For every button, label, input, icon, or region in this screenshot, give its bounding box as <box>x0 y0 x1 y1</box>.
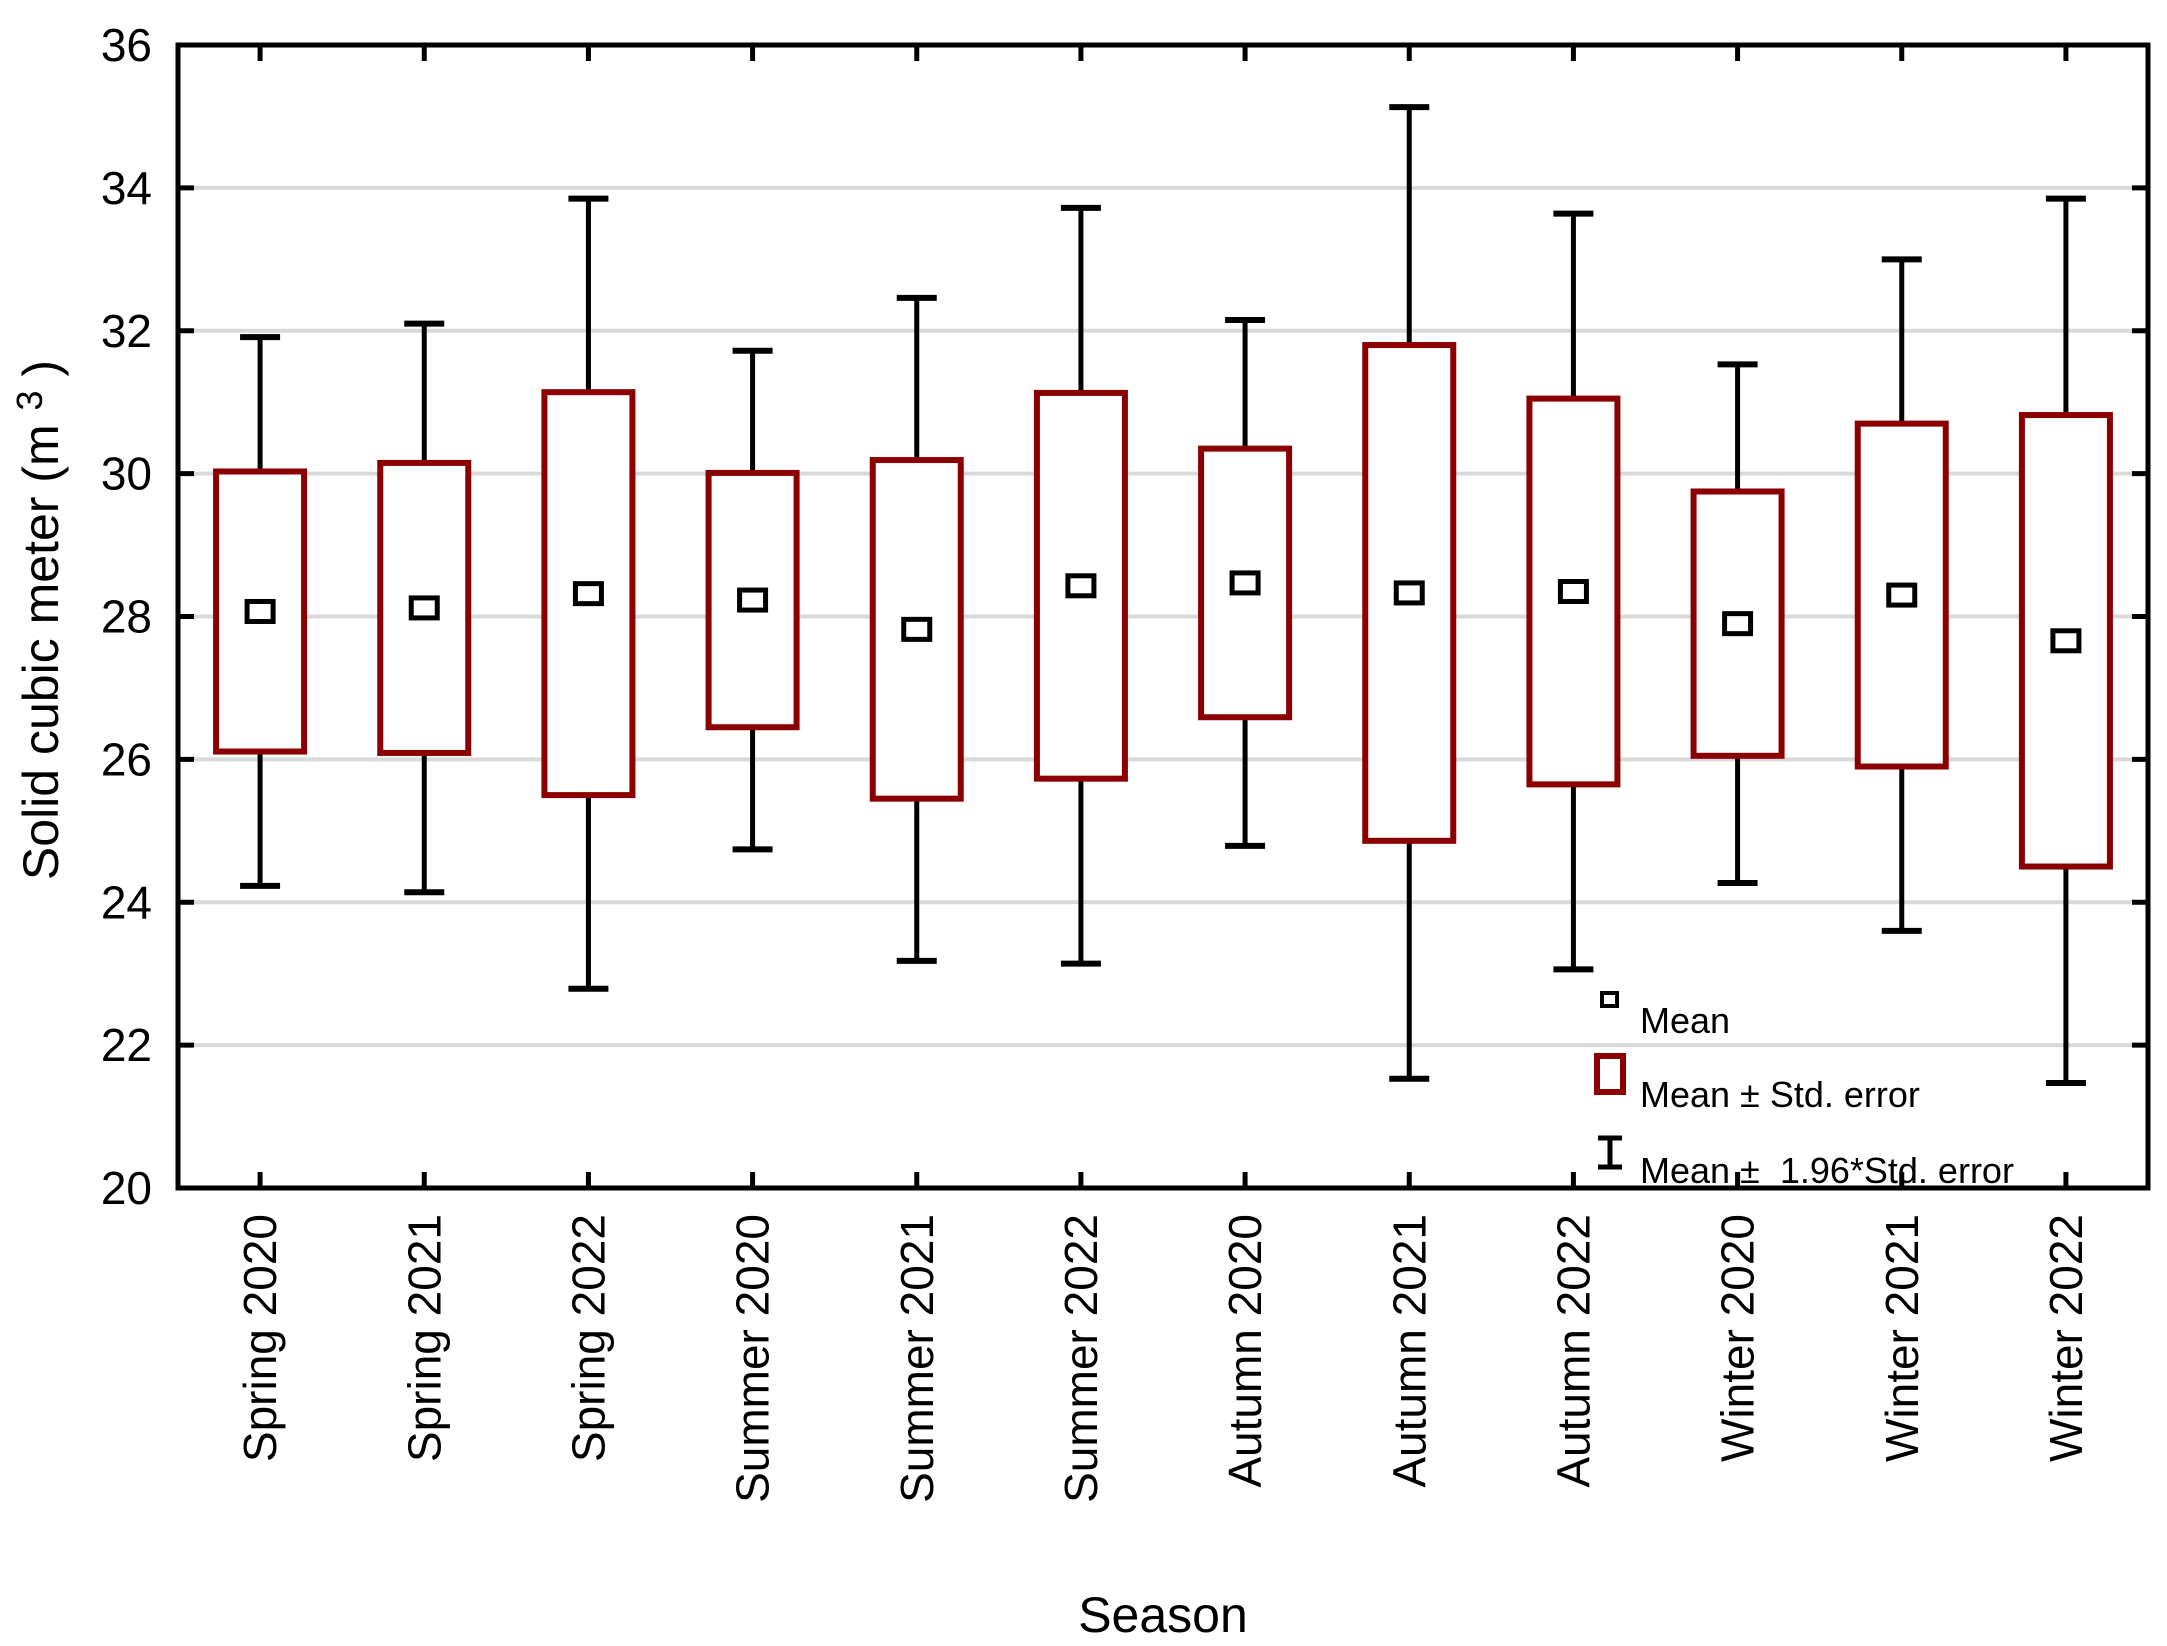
x-tick-label-summer-2021: Summer 2021 <box>891 1214 943 1503</box>
y-axis-title: Solid cubic meter (m 3 ) <box>0 360 69 880</box>
y-tick-label-30: 30 <box>101 448 152 500</box>
legend-std-error-label: Mean ± Std. error <box>1640 1074 1920 1115</box>
y-axis-title-superscript: 3 <box>9 390 50 410</box>
x-tick-label-summer-2020: Summer 2020 <box>727 1214 779 1503</box>
legend-1-96-std-error-label: Mean ± 1.96*Std. error <box>1640 1150 2014 1191</box>
plot-border <box>175 42 2151 1191</box>
y-axis-title-close-paren: ) <box>13 360 69 377</box>
mean-marker <box>2050 628 2082 654</box>
mean-marker <box>1722 611 1754 637</box>
mean-marker <box>572 581 604 607</box>
y-tick-label-34: 34 <box>101 162 152 214</box>
box-group-winter-2022 <box>2018 195 2113 1086</box>
y-tick-label-28: 28 <box>101 591 152 643</box>
box-group-summer-2021 <box>869 294 964 964</box>
mean-marker <box>737 587 769 613</box>
tick-labels: 20 22 24 26 28 30 32 34 36 Spring 2020 Spring 2021… <box>101 19 2092 1503</box>
x-tick-label-autumn-2020: Autumn 2020 <box>1219 1214 1271 1488</box>
mean-marker <box>244 598 276 624</box>
box-group-spring-2020 <box>213 334 308 889</box>
mean-marker <box>408 595 440 621</box>
mean-marker <box>1229 570 1261 596</box>
box-group-winter-2020 <box>1690 361 1785 886</box>
x-tick-label-summer-2022: Summer 2022 <box>1055 1214 1107 1503</box>
x-tick-label-spring-2020: Spring 2020 <box>234 1214 286 1462</box>
x-tick-label-winter-2020: Winter 2020 <box>1712 1214 1764 1462</box>
y-axis-title-text: Solid cubic meter (m <box>13 424 69 880</box>
legend: Mean Mean ± Std. error Mean ± 1.96*Std. … <box>1594 991 2014 1191</box>
std-error-box <box>869 457 964 802</box>
box-group-spring-2022 <box>541 195 636 992</box>
mean-marker <box>1393 580 1425 606</box>
box-whisker-series <box>213 104 2113 1086</box>
mean-marker <box>1065 573 1097 599</box>
box-group-winter-2021 <box>1854 256 1949 934</box>
box-group-summer-2020 <box>705 347 800 853</box>
box-group-spring-2021 <box>377 320 472 896</box>
x-tick-label-spring-2022: Spring 2022 <box>563 1214 615 1462</box>
legend-mean-marker-icon <box>1600 991 1619 1008</box>
box-group-autumn-2022 <box>1526 210 1621 973</box>
x-tick-label-spring-2021: Spring 2021 <box>398 1214 450 1462</box>
legend-std-error-box-icon <box>1594 1053 1626 1095</box>
mean-marker <box>1557 578 1589 604</box>
mean-marker <box>1886 582 1918 608</box>
gridlines <box>178 185 2148 1048</box>
y-tick-label-26: 26 <box>101 733 152 785</box>
x-tick-label-autumn-2021: Autumn 2021 <box>1383 1214 1435 1488</box>
legend-mean-label: Mean <box>1640 1000 1730 1041</box>
box-group-autumn-2021 <box>1362 104 1457 1082</box>
y-tick-label-36: 36 <box>101 19 152 71</box>
x-tick-label-winter-2021: Winter 2021 <box>1876 1214 1928 1462</box>
legend-whisker-icon <box>1598 1135 1622 1170</box>
y-tick-label-22: 22 <box>101 1019 152 1071</box>
x-tick-label-autumn-2022: Autumn 2022 <box>1548 1214 1600 1488</box>
x-axis-title: Season <box>1078 1587 1248 1643</box>
y-tick-label-32: 32 <box>101 305 152 357</box>
axes <box>175 42 2151 1191</box>
y-tick-label-20: 20 <box>101 1162 152 1214</box>
box-group-summer-2022 <box>1033 204 1128 967</box>
x-tick-label-winter-2022: Winter 2022 <box>2040 1214 2092 1462</box>
box-group-autumn-2020 <box>1198 317 1293 849</box>
y-tick-label-24: 24 <box>101 876 152 928</box>
mean-marker <box>901 616 933 642</box>
